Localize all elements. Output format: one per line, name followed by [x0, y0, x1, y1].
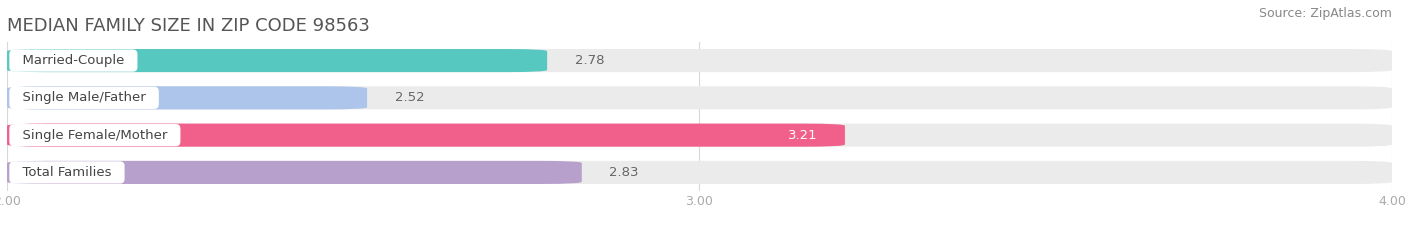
- Text: Single Female/Mother: Single Female/Mother: [14, 129, 176, 142]
- FancyBboxPatch shape: [7, 49, 1392, 72]
- FancyBboxPatch shape: [7, 86, 367, 110]
- Text: 2.83: 2.83: [609, 166, 638, 179]
- FancyBboxPatch shape: [7, 161, 1392, 184]
- FancyBboxPatch shape: [7, 123, 845, 147]
- FancyBboxPatch shape: [7, 123, 1392, 147]
- Text: 2.52: 2.52: [395, 91, 425, 104]
- Text: 2.78: 2.78: [575, 54, 605, 67]
- Text: 3.21: 3.21: [787, 129, 817, 142]
- Text: Total Families: Total Families: [14, 166, 120, 179]
- Text: Source: ZipAtlas.com: Source: ZipAtlas.com: [1258, 7, 1392, 20]
- Text: Single Male/Father: Single Male/Father: [14, 91, 155, 104]
- FancyBboxPatch shape: [7, 161, 582, 184]
- Text: Married-Couple: Married-Couple: [14, 54, 132, 67]
- Text: MEDIAN FAMILY SIZE IN ZIP CODE 98563: MEDIAN FAMILY SIZE IN ZIP CODE 98563: [7, 17, 370, 35]
- FancyBboxPatch shape: [7, 86, 1392, 110]
- FancyBboxPatch shape: [7, 49, 547, 72]
